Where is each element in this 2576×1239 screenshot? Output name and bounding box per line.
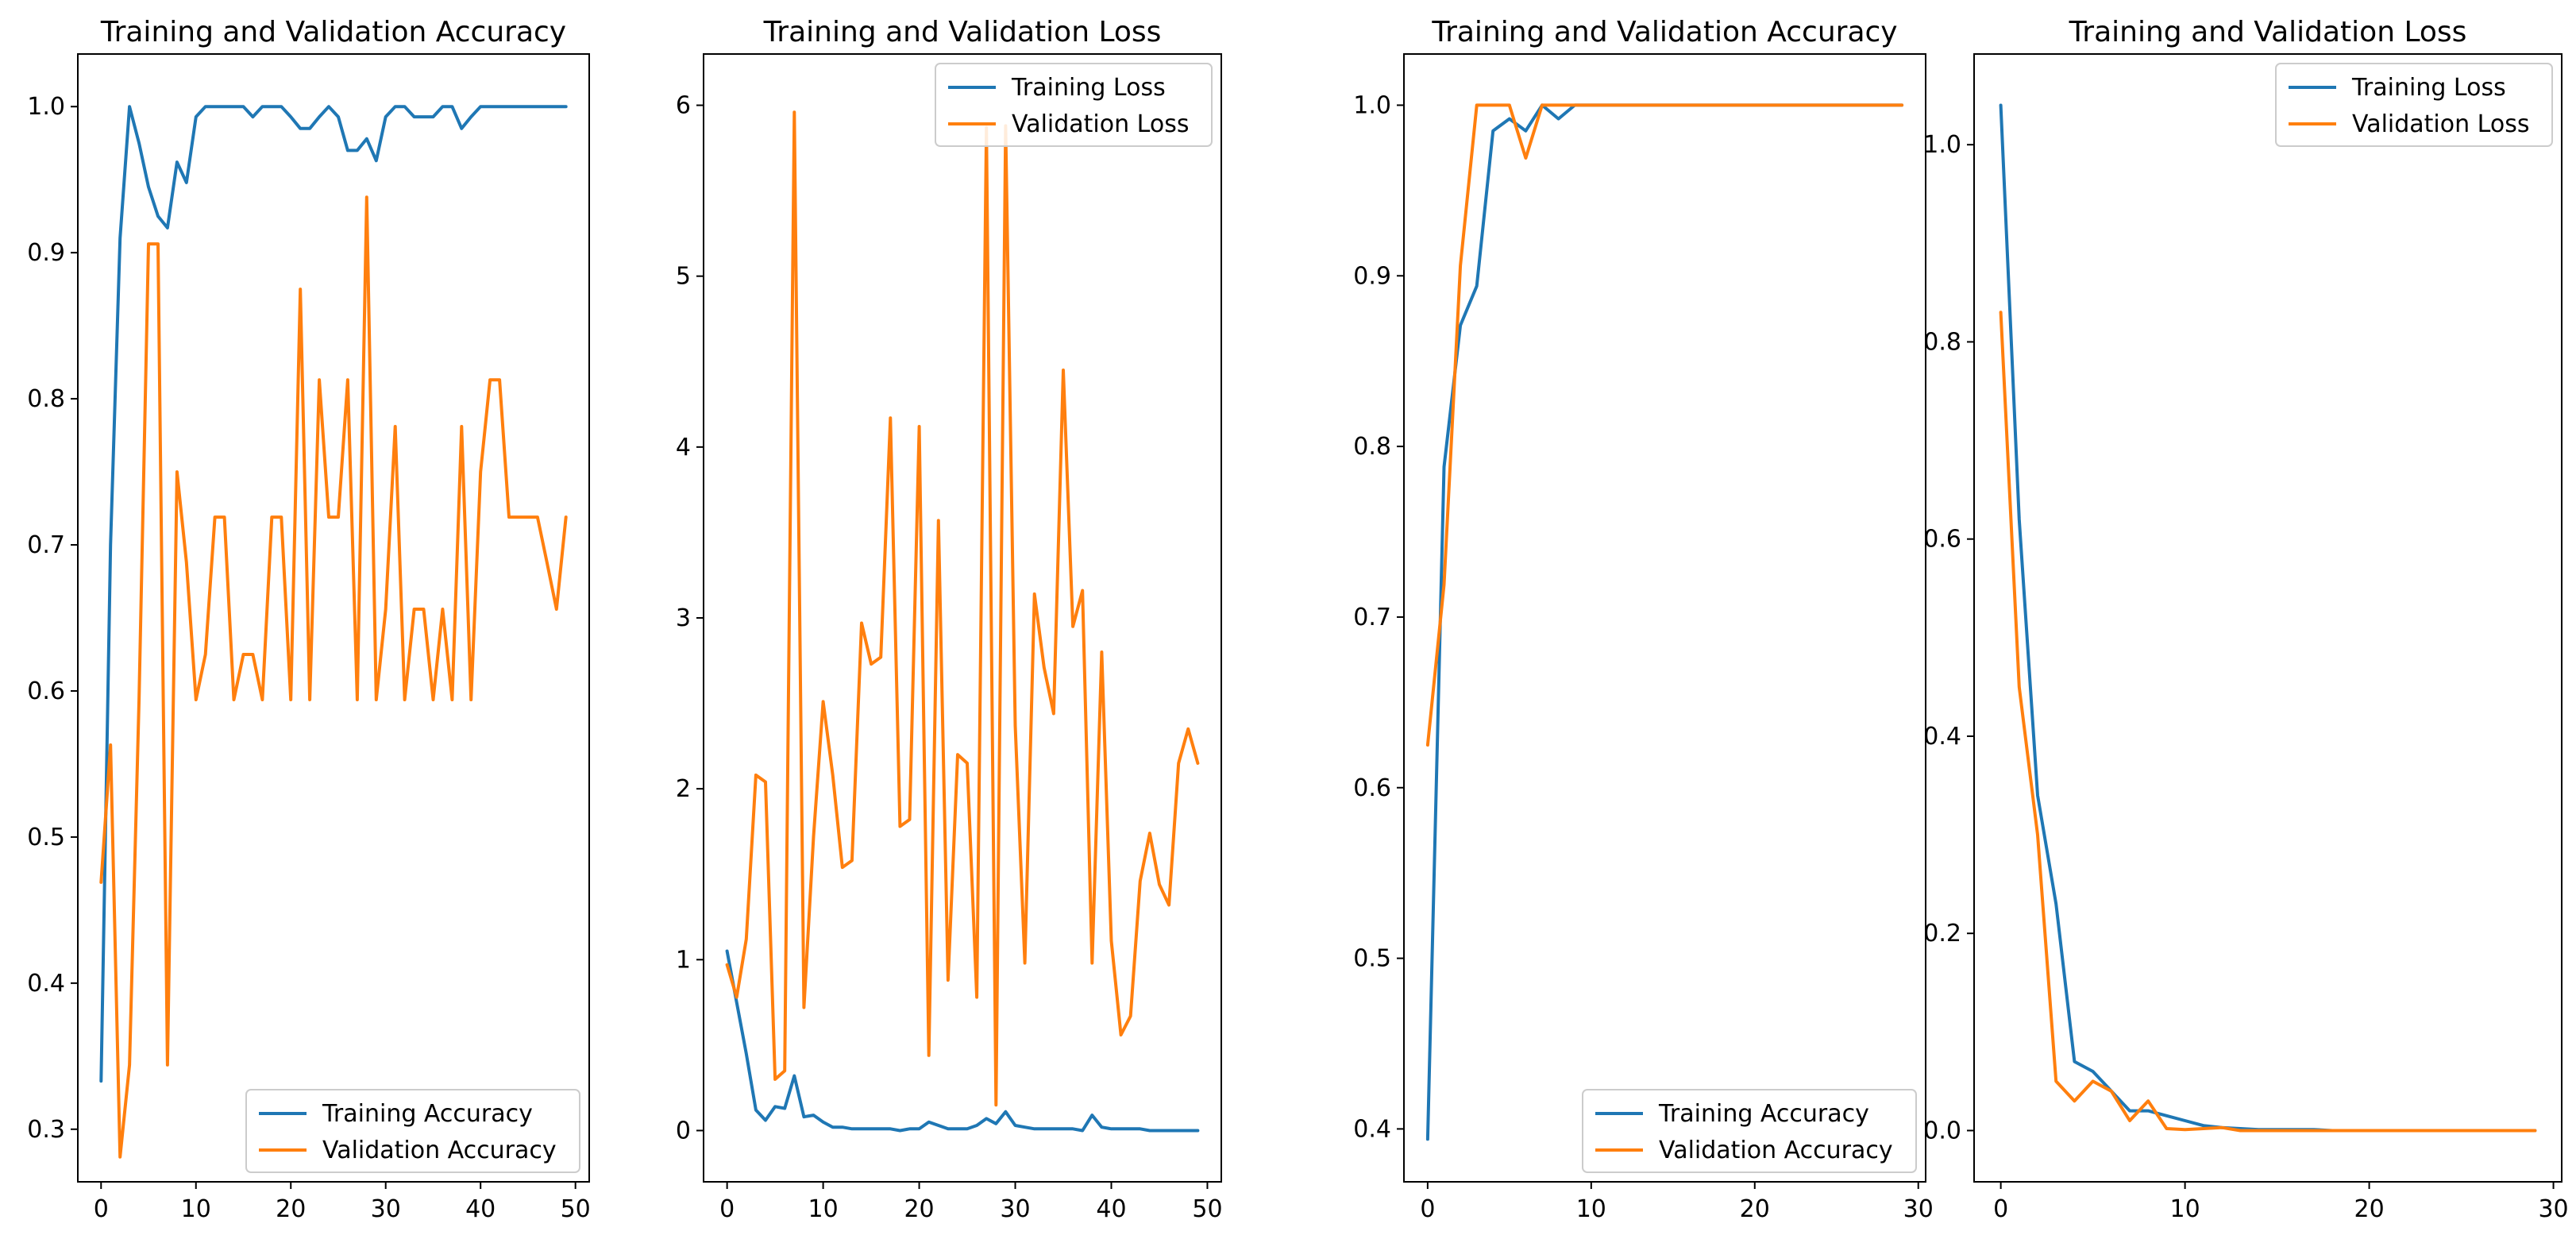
axes-frame — [1973, 53, 2563, 1183]
chart-panel-3: Training and Validation Accuracy 0.4 0.5 0.… — [1353, 16, 1934, 1223]
y-tick-label: 0.8 — [27, 385, 65, 413]
chart-panel-4: Training and Validation Loss 0.0 0.2 0.4 0.6… — [1923, 16, 2568, 1223]
legend-label: Training Accuracy — [1658, 1100, 1869, 1128]
y-tick-label: 0.4 — [1353, 1115, 1391, 1143]
y-tick-label: 0.9 — [27, 239, 65, 267]
x-tick-label: 50 — [561, 1195, 591, 1223]
axes-frame — [77, 53, 590, 1183]
y-tick-label: 0.4 — [27, 970, 65, 998]
y-tick-label: 0.6 — [1353, 774, 1391, 802]
series-line-validation-accuracy — [99, 195, 568, 1159]
series-line-validation-loss — [1999, 311, 2537, 1133]
chart-title: Training and Validation Loss — [763, 16, 1162, 48]
y-tick-label: 0.5 — [27, 824, 65, 851]
legend-box — [1582, 1089, 1917, 1173]
chart-title: Training and Validation Accuracy — [100, 16, 566, 48]
chart-panel-2: Training and Validation Loss 0 1 2 3 4 5 6 0 10 20… — [676, 16, 1223, 1223]
legend-label: Training Accuracy — [322, 1100, 533, 1128]
chart-title: Training and Validation Accuracy — [1431, 16, 1897, 48]
x-tick-label: 40 — [465, 1195, 496, 1223]
legend-box — [245, 1089, 580, 1173]
y-tick-label: 0.9 — [1353, 262, 1391, 290]
y-tick-label: 5 — [676, 263, 691, 291]
x-tick-label: 10 — [808, 1195, 839, 1223]
legend: Training Loss Validation Loss — [2275, 63, 2553, 147]
y-tick-label: 0.3 — [27, 1116, 65, 1144]
x-tick-label: 0 — [1420, 1195, 1435, 1223]
chart-panel-1: Training and Validation Accuracy 0.3 0.4 0.… — [27, 16, 590, 1223]
x-tick-label: 20 — [276, 1195, 306, 1223]
y-tick-label: 0.6 — [1923, 526, 1961, 554]
y-tick-label: 0.7 — [27, 531, 65, 559]
legend: Training Accuracy Validation Accuracy — [1582, 1089, 1917, 1173]
y-tick-label: 2 — [676, 775, 691, 803]
x-tick-label: 20 — [1740, 1195, 1770, 1223]
axes-frame — [703, 53, 1222, 1183]
legend: Training Loss Validation Loss — [935, 63, 1213, 147]
legend: Training Accuracy Validation Accuracy — [245, 1089, 580, 1173]
y-tick-label: 1 — [676, 946, 691, 974]
x-tick-label: 10 — [181, 1195, 211, 1223]
chart-title: Training and Validation Loss — [2069, 16, 2467, 48]
x-tick-label: 20 — [2354, 1195, 2384, 1223]
y-tick-label: 0.8 — [1923, 328, 1961, 356]
x-tick-label: 10 — [1576, 1195, 1606, 1223]
legend-label: Validation Loss — [1012, 110, 1189, 138]
y-tick-label: 6 — [676, 92, 691, 120]
legend-label: Training Loss — [2351, 74, 2506, 102]
legend-label: Validation Accuracy — [322, 1137, 557, 1164]
x-tick-label: 0 — [1993, 1195, 2008, 1223]
y-tick-label: 1.0 — [1923, 131, 1961, 159]
y-tick-label: 0.5 — [1353, 945, 1391, 973]
x-tick-label: 0 — [94, 1195, 109, 1223]
y-tick-label: 3 — [676, 604, 691, 632]
legend-box — [2275, 63, 2553, 147]
series-line-validation-accuracy — [1425, 103, 1904, 747]
y-tick-label: 0.6 — [27, 677, 65, 705]
x-tick-label: 30 — [1000, 1195, 1030, 1223]
y-tick-label: 0.8 — [1353, 433, 1391, 461]
series-line-training-loss — [725, 949, 1200, 1133]
y-tick-label: 0.4 — [1923, 723, 1961, 751]
legend-box — [935, 63, 1213, 147]
x-tick-label: 10 — [2170, 1195, 2200, 1223]
axes-frame — [1403, 53, 1926, 1183]
x-tick-label: 30 — [2538, 1195, 2568, 1223]
legend-label: Validation Loss — [2352, 110, 2529, 138]
y-tick-label: 0.2 — [1923, 920, 1961, 948]
x-tick-label: 50 — [1192, 1195, 1222, 1223]
y-tick-label: 0.7 — [1353, 604, 1391, 631]
x-tick-label: 30 — [1903, 1195, 1934, 1223]
x-tick-label: 30 — [371, 1195, 401, 1223]
x-tick-label: 20 — [904, 1195, 934, 1223]
y-tick-label: 1.0 — [27, 93, 65, 121]
legend-label: Training Loss — [1011, 74, 1166, 102]
x-tick-label: 40 — [1096, 1195, 1126, 1223]
series-line-validation-loss — [725, 110, 1200, 1107]
y-tick-label: 0.0 — [1923, 1117, 1961, 1144]
x-tick-label: 0 — [719, 1195, 735, 1223]
legend-label: Validation Accuracy — [1659, 1137, 1893, 1164]
y-tick-label: 1.0 — [1353, 91, 1391, 119]
y-tick-label: 0 — [676, 1117, 691, 1144]
series-line-training-accuracy — [99, 105, 568, 1083]
y-tick-label: 4 — [676, 434, 691, 461]
